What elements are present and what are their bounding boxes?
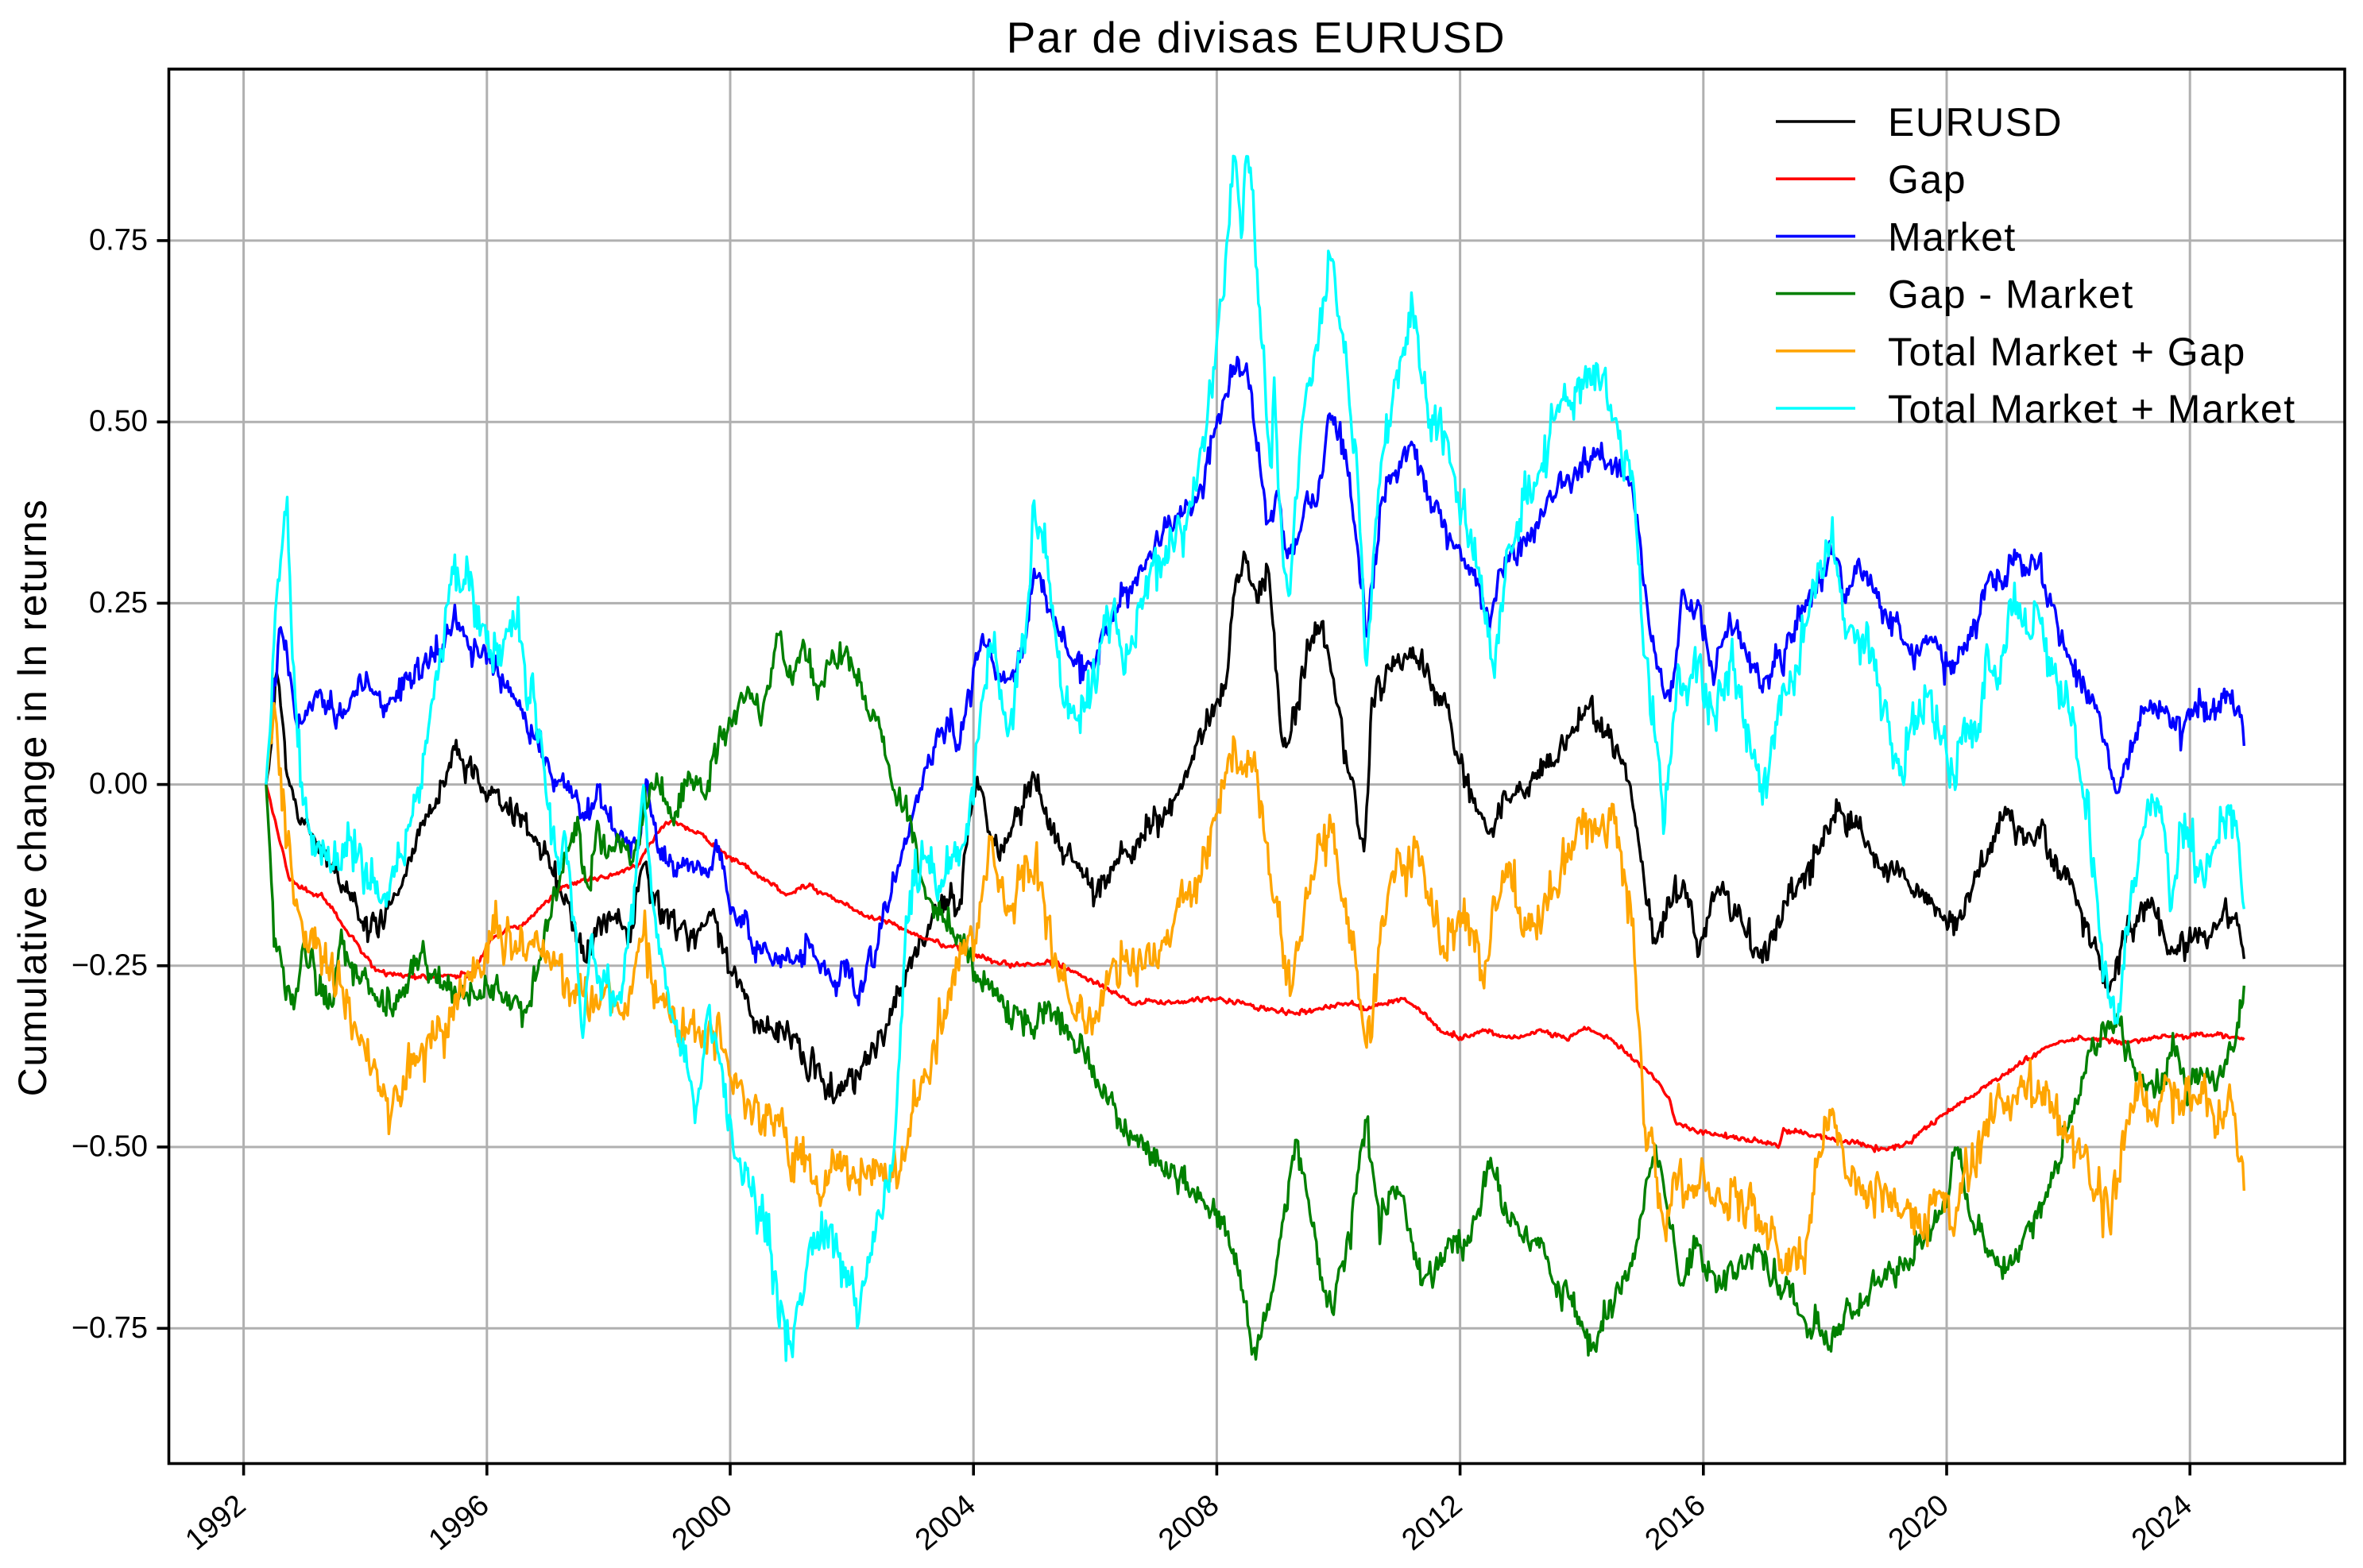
svg-text:Total Market + Gap: Total Market + Gap	[1888, 330, 2246, 374]
svg-text:Gap - Market: Gap - Market	[1888, 272, 2134, 317]
svg-text:Total Market + Market: Total Market + Market	[1888, 387, 2296, 431]
svg-text:Gap: Gap	[1888, 157, 1967, 202]
svg-text:Market: Market	[1888, 214, 2017, 259]
svg-text:−0.50: −0.50	[72, 1130, 148, 1164]
svg-text:0.75: 0.75	[89, 223, 148, 257]
svg-text:0.25: 0.25	[89, 586, 148, 620]
svg-text:−0.75: −0.75	[72, 1311, 148, 1345]
svg-text:EURUSD: EURUSD	[1888, 100, 2063, 145]
svg-text:Cumulative change in ln return: Cumulative change in ln returns	[10, 499, 55, 1097]
svg-text:0.50: 0.50	[89, 405, 148, 438]
svg-text:Par de divisas EURUSD: Par de divisas EURUSD	[1007, 13, 1506, 62]
svg-text:0.00: 0.00	[89, 767, 148, 801]
svg-text:−0.25: −0.25	[72, 948, 148, 982]
